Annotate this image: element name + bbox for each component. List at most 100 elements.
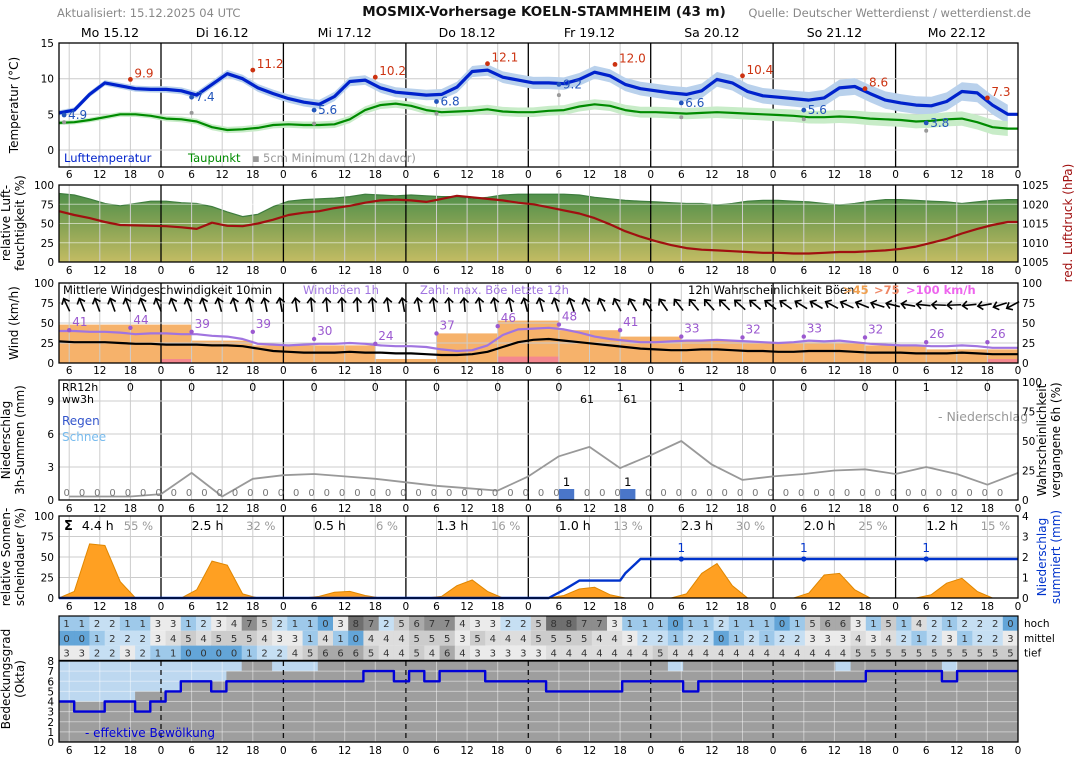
svg-text:6: 6 (353, 649, 359, 660)
svg-text:6: 6 (188, 503, 195, 515)
svg-text:0: 0 (770, 601, 777, 613)
svg-text:3: 3 (155, 619, 161, 630)
svg-text:4: 4 (611, 649, 617, 660)
svg-text:0: 0 (280, 503, 287, 515)
svg-text:Mittlere Windgeschwindigkeit 1: Mittlere Windgeschwindigkeit 10min (63, 283, 272, 297)
svg-text:3: 3 (124, 649, 130, 660)
wind-direction-arrows (61, 296, 1020, 313)
svg-text:4: 4 (688, 649, 694, 660)
svg-text:4: 4 (459, 649, 465, 660)
svg-text:0: 0 (905, 488, 911, 499)
svg-text:Temperatur (°C): Temperatur (°C) (7, 57, 21, 154)
svg-text:1: 1 (185, 619, 191, 630)
svg-text:18: 18 (246, 745, 259, 757)
svg-text:6: 6 (678, 365, 685, 377)
svg-text:7: 7 (444, 619, 450, 630)
svg-text:8.6: 8.6 (869, 76, 888, 90)
svg-text:3h-Summen (mm): 3h-Summen (mm) (13, 385, 27, 495)
svg-text:0: 0 (525, 601, 532, 613)
svg-text:2: 2 (794, 634, 800, 645)
svg-text:0.5 h: 0.5 h (314, 518, 346, 533)
svg-text:0: 0 (984, 381, 991, 394)
svg-text:39: 39 (256, 317, 271, 331)
svg-text:6: 6 (923, 503, 930, 515)
svg-text:0: 0 (1015, 365, 1022, 377)
svg-text:6: 6 (556, 365, 563, 377)
svg-text:>100 km/h: >100 km/h (906, 283, 976, 297)
svg-text:32: 32 (868, 322, 883, 336)
svg-text:61: 61 (623, 393, 637, 406)
svg-text:3: 3 (855, 619, 861, 630)
svg-text:5: 5 (581, 634, 587, 645)
svg-text:Zahl: max. Böe letzte 12h: Zahl: max. Böe letzte 12h (420, 283, 569, 297)
svg-text:12h Wahrscheinlichkeit Böen: 12h Wahrscheinlichkeit Böen (688, 283, 854, 297)
svg-text:18: 18 (369, 503, 382, 515)
svg-text:5: 5 (261, 619, 267, 630)
svg-text:18: 18 (736, 365, 749, 377)
svg-text:2: 2 (124, 634, 130, 645)
svg-text:12: 12 (216, 745, 229, 757)
svg-text:2: 2 (109, 649, 115, 660)
svg-text:0: 0 (892, 365, 899, 377)
svg-text:1: 1 (946, 619, 952, 630)
svg-text:0: 0 (403, 745, 410, 757)
svg-text:18: 18 (981, 601, 994, 613)
svg-text:26: 26 (929, 327, 944, 341)
svg-text:1.3 h: 1.3 h (437, 518, 469, 533)
svg-text:0: 0 (718, 634, 724, 645)
svg-text:6: 6 (444, 649, 450, 660)
svg-text:Bedeckungsgrad: Bedeckungsgrad (0, 629, 13, 729)
svg-text:6: 6 (556, 503, 563, 515)
svg-text:0: 0 (982, 488, 988, 499)
svg-text:12: 12 (828, 601, 841, 613)
svg-text:5: 5 (885, 649, 891, 660)
svg-text:4: 4 (794, 649, 800, 660)
svg-text:4: 4 (200, 634, 206, 645)
svg-text:(Okta): (Okta) (13, 660, 27, 698)
svg-text:0: 0 (185, 649, 191, 660)
svg-text:Mo 15.12: Mo 15.12 (81, 25, 139, 40)
svg-text:50: 50 (41, 318, 54, 330)
svg-text:Do 18.12: Do 18.12 (439, 25, 496, 40)
svg-text:12: 12 (705, 745, 718, 757)
svg-text:0: 0 (676, 488, 682, 499)
svg-text:Fr 19.12: Fr 19.12 (564, 25, 615, 40)
svg-text:0: 0 (370, 488, 376, 499)
svg-text:4: 4 (855, 634, 861, 645)
svg-text:4: 4 (292, 649, 298, 660)
svg-text:1: 1 (703, 619, 709, 630)
svg-text:12: 12 (338, 745, 351, 757)
svg-text:9.2: 9.2 (563, 77, 582, 91)
svg-text:1: 1 (642, 619, 648, 630)
svg-text:18: 18 (369, 169, 382, 181)
svg-text:12.0: 12.0 (619, 51, 646, 65)
svg-text:2: 2 (703, 634, 709, 645)
svg-text:0: 0 (770, 503, 777, 515)
svg-text:0: 0 (1015, 745, 1022, 757)
svg-text:0: 0 (280, 265, 287, 277)
svg-text:0: 0 (752, 488, 758, 499)
svg-text:1: 1 (672, 634, 678, 645)
svg-text:10.2: 10.2 (379, 64, 406, 78)
svg-text:61: 61 (580, 393, 594, 406)
svg-text:- effektive Bewölkung: - effektive Bewölkung (85, 726, 215, 740)
svg-text:18: 18 (369, 365, 382, 377)
svg-text:2: 2 (94, 649, 100, 660)
svg-text:12: 12 (460, 169, 473, 181)
svg-text:0: 0 (232, 488, 238, 499)
svg-text:0: 0 (798, 488, 804, 499)
svg-text:0: 0 (1022, 495, 1029, 507)
svg-text:0: 0 (188, 381, 195, 394)
svg-text:0: 0 (158, 503, 165, 515)
svg-text:1: 1 (155, 649, 161, 660)
svg-text:2.5 h: 2.5 h (192, 518, 224, 533)
svg-text:0: 0 (79, 634, 85, 645)
svg-text:>75: >75 (874, 283, 900, 297)
svg-text:3: 3 (155, 634, 161, 645)
svg-text:4: 4 (779, 649, 785, 660)
svg-text:7: 7 (429, 619, 435, 630)
svg-text:48: 48 (562, 310, 577, 324)
svg-text:18: 18 (369, 601, 382, 613)
